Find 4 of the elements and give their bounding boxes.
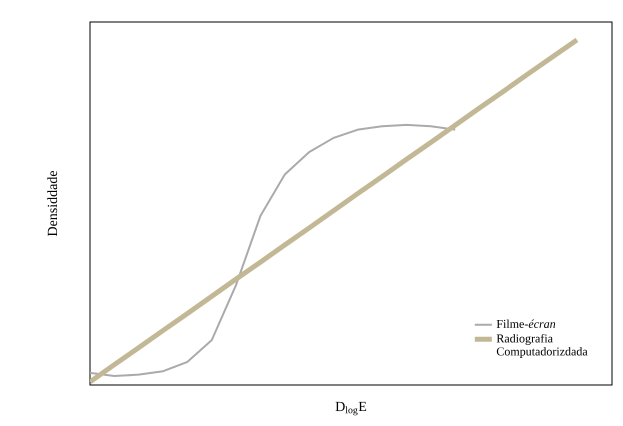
legend-label: Radiografia Computadorizdada — [496, 334, 588, 358]
y-axis-title: Densiddade — [47, 170, 58, 236]
legend-label: Filme-écran — [496, 320, 556, 328]
x-axis-title: D$_{log}$E — [336, 402, 366, 416]
